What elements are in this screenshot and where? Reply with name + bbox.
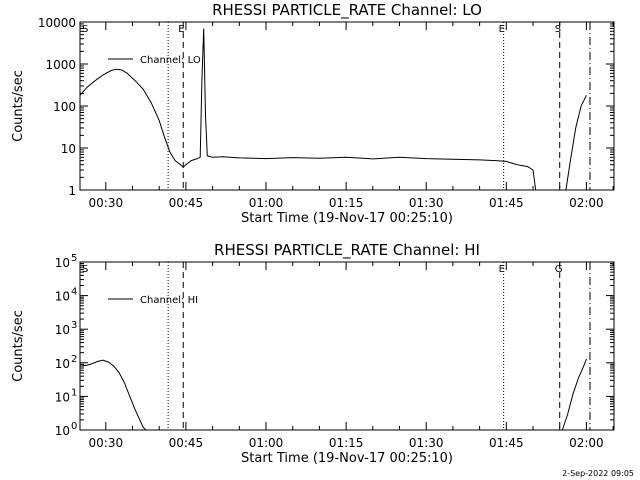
timestamp-footer: 2-Sep-2022 09:05: [562, 469, 634, 478]
plot-frame: [79, 261, 615, 431]
x-tick-label: 01:45: [489, 196, 524, 210]
y-tick-label: 1: [68, 184, 76, 198]
chart-title: RHESSI PARTICLE_RATE Channel: LO: [212, 1, 482, 20]
x-tick-label: 01:15: [329, 196, 364, 210]
y-tick-exponent: 2: [71, 354, 77, 365]
x-tick-label: 00:45: [169, 436, 204, 450]
x-tick-label: 00:30: [89, 436, 124, 450]
y-tick-label: 10: [55, 390, 70, 404]
x-axis-label: Start Time (19-Nov-17 00:25:10): [241, 211, 453, 226]
y-tick-label: 10: [55, 424, 70, 438]
event-marker-label: E: [499, 24, 505, 35]
y-tick-exponent: 4: [71, 287, 77, 298]
y-axis-label: Counts/sec: [11, 310, 26, 382]
y-axis-label: Counts/sec: [11, 70, 26, 142]
x-tick-label: 01:15: [329, 436, 364, 450]
y-tick-label: 10: [55, 357, 70, 371]
data-series-line: [561, 358, 587, 431]
corner-label: S: [82, 24, 88, 35]
y-tick-label: 10: [55, 256, 70, 270]
x-axis-label: Start Time (19-Nov-17 00:25:10): [241, 451, 453, 466]
y-tick-exponent: 5: [71, 253, 77, 264]
y-tick-label: 10: [55, 323, 70, 337]
x-tick-label: 01:00: [249, 436, 284, 450]
x-tick-label: 00:30: [89, 196, 124, 210]
y-tick-label: 10000: [38, 16, 76, 30]
y-tick-exponent: 0: [71, 421, 77, 432]
plot-frame: [79, 21, 615, 191]
chart-title: RHESSI PARTICLE_RATE Channel: HI: [214, 241, 480, 260]
event-marker-label: E: [499, 264, 505, 275]
x-tick-label: 02:00: [569, 196, 604, 210]
y-tick-label: 10: [61, 142, 76, 156]
y-tick-label: 100: [53, 100, 76, 114]
legend-label: Channel: HI: [140, 295, 198, 306]
x-tick-label: 02:00: [569, 436, 604, 450]
x-tick-label: 01:00: [249, 196, 284, 210]
y-tick-exponent: 3: [71, 320, 77, 331]
chart-panel-lo: RHESSI PARTICLE_RATE Channel: LO Start Ti…: [11, 1, 615, 226]
x-tick-label: 01:30: [409, 436, 444, 450]
event-marker-label: E: [178, 24, 184, 35]
x-tick-label: 01:30: [409, 196, 444, 210]
corner-label: S: [82, 264, 88, 275]
y-tick-label: 1000: [45, 58, 76, 72]
chart-panel-hi: RHESSI PARTICLE_RATE Channel: HI Start Ti…: [11, 241, 615, 466]
y-tick-exponent: 1: [71, 387, 77, 398]
data-series-line: [79, 359, 147, 431]
legend-label: Channel: LO: [140, 55, 201, 66]
event-marker-label: S: [555, 24, 561, 35]
data-series-line: [79, 28, 537, 191]
y-tick-label: 10: [55, 290, 70, 304]
data-series-line: [565, 95, 587, 191]
x-tick-label: 01:45: [489, 436, 524, 450]
event-marker-label: G: [555, 264, 563, 275]
x-tick-label: 00:45: [169, 196, 204, 210]
